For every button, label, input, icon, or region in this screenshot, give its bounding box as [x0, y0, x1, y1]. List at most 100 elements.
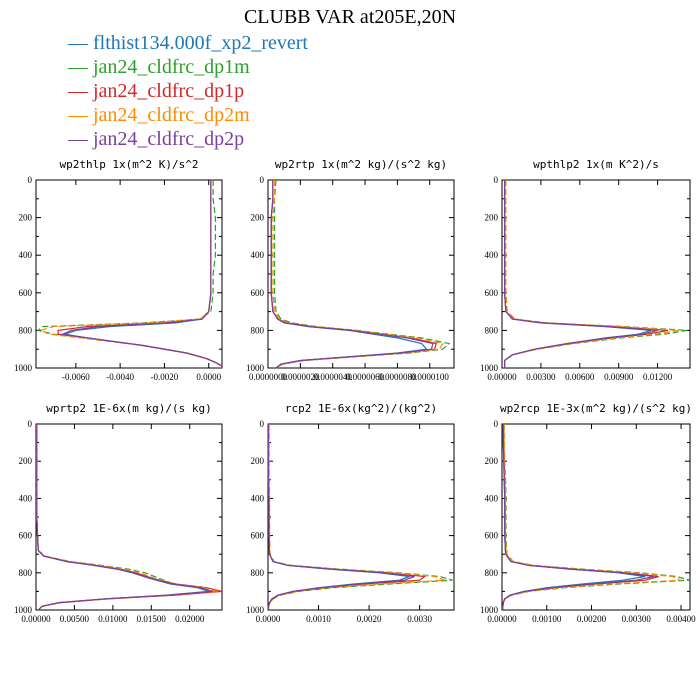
y-tick-label: 800 — [19, 568, 33, 578]
x-tick-label: 0.0000020 — [281, 372, 320, 382]
y-tick-label: 400 — [251, 493, 265, 503]
x-tick-label: 0.0020 — [357, 614, 382, 624]
y-tick-label: 0 — [260, 175, 265, 185]
series-line — [502, 424, 655, 610]
legend-item: — jan24_cldfrc_dp2m — [68, 103, 308, 127]
x-tick-label: 0.00400 — [666, 614, 696, 624]
y-tick-label: 1000 — [246, 363, 265, 373]
panel-title: wp2rcp 1E-3x(m^2 kg)/(s^2 kg) — [500, 402, 692, 415]
x-tick-label: 0.00300 — [622, 614, 652, 624]
plot-frame — [35, 423, 223, 611]
y-tick-label: 1000 — [246, 605, 265, 615]
y-tick-label: 1000 — [480, 363, 499, 373]
y-tick-label: 200 — [251, 213, 265, 223]
series-line — [38, 180, 223, 368]
x-tick-label: 0.00500 — [60, 614, 90, 624]
y-tick-label: 200 — [19, 213, 33, 223]
y-tick-label: 800 — [485, 568, 499, 578]
x-tick-label: 0.01000 — [98, 614, 128, 624]
panel-title: wp2rtp 1x(m^2 kg)/(s^2 kg) — [275, 158, 447, 171]
series-line — [64, 180, 223, 368]
y-tick-label: 400 — [19, 493, 33, 503]
panel-title: wp2thlp 1x(m^2 K)/s^2 — [59, 158, 198, 171]
y-tick-label: 600 — [251, 288, 265, 298]
x-tick-label: 0.00200 — [577, 614, 607, 624]
x-tick-label: 0.0000060 — [346, 372, 385, 382]
series-line — [504, 180, 669, 368]
legend-item: — jan24_cldfrc_dp1p — [68, 79, 308, 103]
x-tick-label: 0.00100 — [532, 614, 562, 624]
series-line — [270, 180, 434, 369]
legend-label: flthist134.000f_xp2_revert — [93, 32, 308, 54]
x-tick-label: 0.00000 — [487, 614, 517, 624]
y-tick-label: 600 — [485, 531, 499, 541]
y-tick-label: 200 — [485, 456, 499, 466]
panel-title: wpthlp2 1x(m K^2)/s — [533, 158, 659, 171]
legend-dash: — — [68, 104, 93, 126]
series-line — [36, 424, 213, 611]
plot-frame — [35, 179, 223, 369]
x-tick-label: 0.0010 — [306, 614, 331, 624]
x-tick-label: 0.00000 — [21, 614, 51, 624]
y-tick-label: 600 — [19, 288, 33, 298]
figure-title: CLUBB VAR at205E,20N — [243, 6, 457, 28]
series-line — [36, 180, 223, 368]
legend-item: — jan24_cldfrc_dp1m — [68, 55, 308, 79]
legend-item: — flthist134.000f_xp2_revert — [68, 31, 308, 55]
x-tick-label: 0.01500 — [137, 614, 167, 624]
series-line — [267, 424, 427, 610]
y-tick-label: 1000 — [14, 605, 33, 615]
x-tick-label: 0.00000 — [487, 372, 517, 382]
legend-label: jan24_cldfrc_dp2p — [93, 128, 245, 150]
series-line — [267, 424, 415, 610]
legend-label: jan24_cldfrc_dp1m — [93, 56, 250, 78]
x-tick-label: 0.00600 — [565, 372, 595, 382]
series-line — [270, 180, 428, 369]
y-tick-label: 800 — [251, 325, 265, 335]
x-tick-label: 0.00900 — [604, 372, 634, 382]
y-tick-label: 800 — [251, 568, 265, 578]
y-tick-label: 1000 — [480, 605, 499, 615]
y-tick-label: 400 — [19, 250, 33, 260]
x-tick-label: -0.0060 — [62, 372, 90, 382]
y-tick-label: 600 — [19, 531, 33, 541]
series-line — [36, 424, 220, 611]
y-tick-label: 400 — [251, 250, 265, 260]
y-tick-label: 400 — [485, 493, 499, 503]
series-line — [502, 424, 682, 610]
x-tick-label: 0.00300 — [526, 372, 556, 382]
series-line — [60, 180, 223, 368]
series-line — [36, 424, 210, 611]
y-tick-label: 600 — [251, 531, 265, 541]
y-tick-label: 0 — [494, 419, 499, 429]
y-tick-label: 200 — [19, 456, 33, 466]
series-line — [267, 424, 453, 610]
y-tick-label: 600 — [485, 288, 499, 298]
legend-dash: — — [68, 128, 93, 150]
legend-item: — jan24_cldfrc_dp2p — [68, 127, 308, 151]
x-tick-label: 0.0000040 — [314, 372, 353, 382]
legend-dash: — — [68, 80, 93, 102]
panel-title: wprtp2 1E-6x(m kg)/(s kg) — [46, 402, 212, 415]
series-line — [270, 180, 437, 369]
panel-title: rcp2 1E-6x(kg^2)/(kg^2) — [285, 402, 437, 415]
y-tick-label: 200 — [485, 213, 499, 223]
x-tick-label: -0.0040 — [106, 372, 134, 382]
series-line — [36, 424, 223, 611]
y-tick-label: 0 — [28, 175, 33, 185]
series-line — [504, 180, 652, 368]
x-tick-label: 0.02000 — [175, 614, 205, 624]
x-tick-label: -0.0020 — [151, 372, 179, 382]
y-tick-label: 800 — [485, 325, 499, 335]
x-tick-label: 0.0000 — [256, 614, 281, 624]
legend-dash: — — [68, 32, 93, 54]
x-tick-label: 0.0000100 — [411, 372, 450, 382]
y-tick-label: 1000 — [14, 363, 33, 373]
series-line — [273, 179, 451, 369]
x-tick-label: 0.0000 — [196, 372, 221, 382]
x-tick-label: 0.01200 — [643, 372, 673, 382]
series-line — [36, 424, 218, 611]
y-tick-label: 800 — [19, 325, 33, 335]
legend-dash: — — [68, 56, 93, 78]
